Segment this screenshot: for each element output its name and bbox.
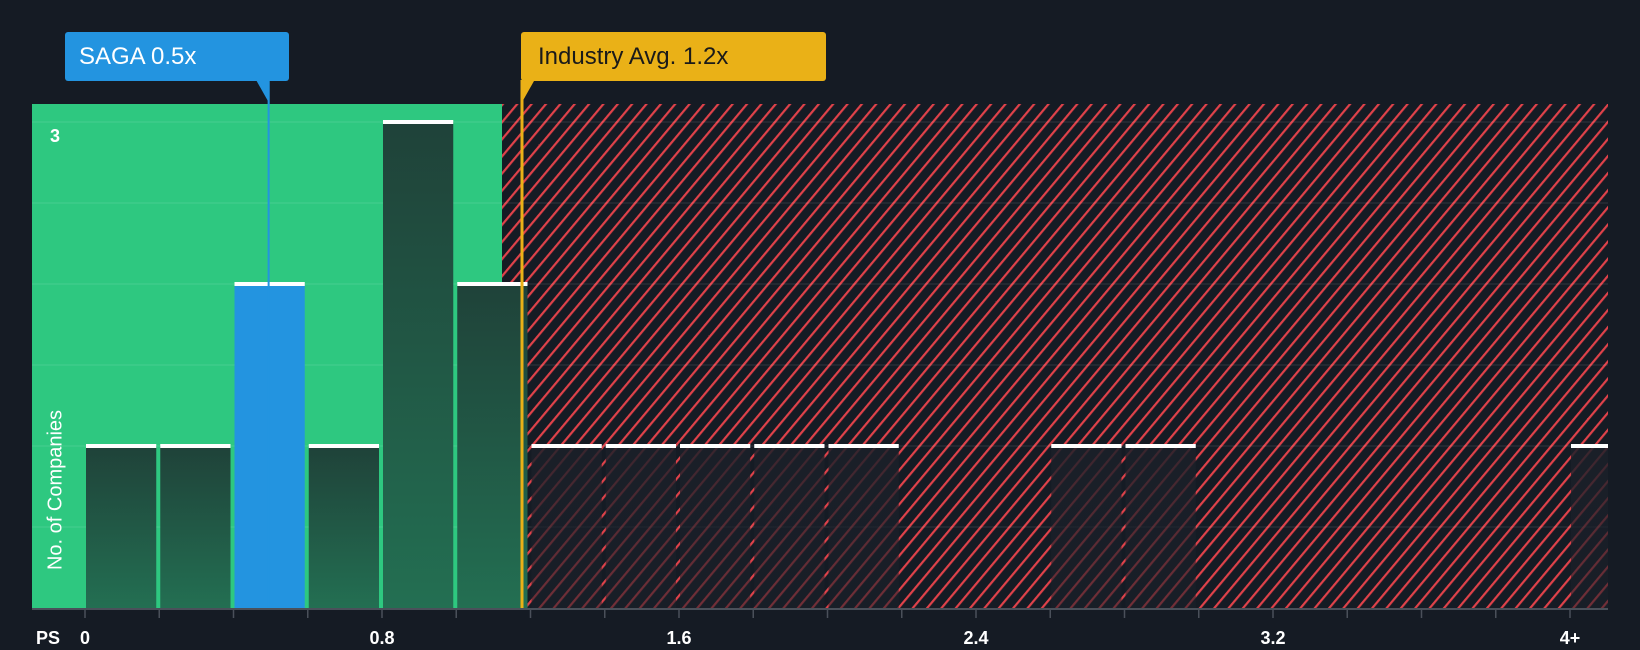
histogram-bar[interactable]	[1125, 446, 1196, 608]
histogram-bar[interactable]	[531, 446, 602, 608]
company-value-badge: SAGA 0.5x	[65, 32, 289, 81]
histogram-bar[interactable]	[308, 446, 379, 608]
x-axis-prefix: PS	[36, 628, 61, 648]
histogram-bar[interactable]	[828, 446, 899, 608]
histogram-bar[interactable]	[457, 284, 528, 608]
histogram-bar[interactable]	[383, 122, 454, 608]
x-tick-label: 1.6	[666, 628, 692, 648]
x-tick-label: 0	[79, 628, 91, 648]
industry-badge-pointer	[521, 81, 534, 104]
x-tick-label: 2.4	[963, 628, 989, 648]
histogram-bar[interactable]	[1051, 446, 1122, 608]
histogram-bar[interactable]	[1571, 446, 1608, 608]
bar-cap	[531, 444, 602, 448]
bar-cap	[1125, 444, 1196, 448]
x-tick-label: 3.2	[1260, 628, 1286, 648]
bar-cap	[383, 120, 454, 124]
histogram-bar[interactable]	[680, 446, 751, 608]
industry-average-badge: Industry Avg. 1.2x	[521, 32, 826, 81]
bar-cap	[308, 444, 379, 448]
x-tick-label: 4+	[1559, 628, 1581, 648]
y-tick-label: 3	[50, 126, 61, 146]
histogram-bar[interactable]	[605, 446, 676, 608]
bar-cap	[828, 444, 899, 448]
histogram-bar[interactable]	[160, 446, 231, 608]
company-badge-pointer	[256, 81, 270, 104]
bar-cap	[1051, 444, 1122, 448]
bar-cap	[605, 444, 676, 448]
bar-cap	[1571, 444, 1608, 448]
bar-cap	[680, 444, 751, 448]
x-tick-label: 0.8	[369, 628, 395, 648]
histogram-bar[interactable]	[754, 446, 825, 608]
bar-cap	[86, 444, 157, 448]
bar-cap	[457, 282, 528, 286]
y-axis-label: No. of Companies	[44, 409, 67, 571]
histogram-bar[interactable]	[86, 446, 157, 608]
bar-cap	[160, 444, 231, 448]
bar-cap	[754, 444, 825, 448]
